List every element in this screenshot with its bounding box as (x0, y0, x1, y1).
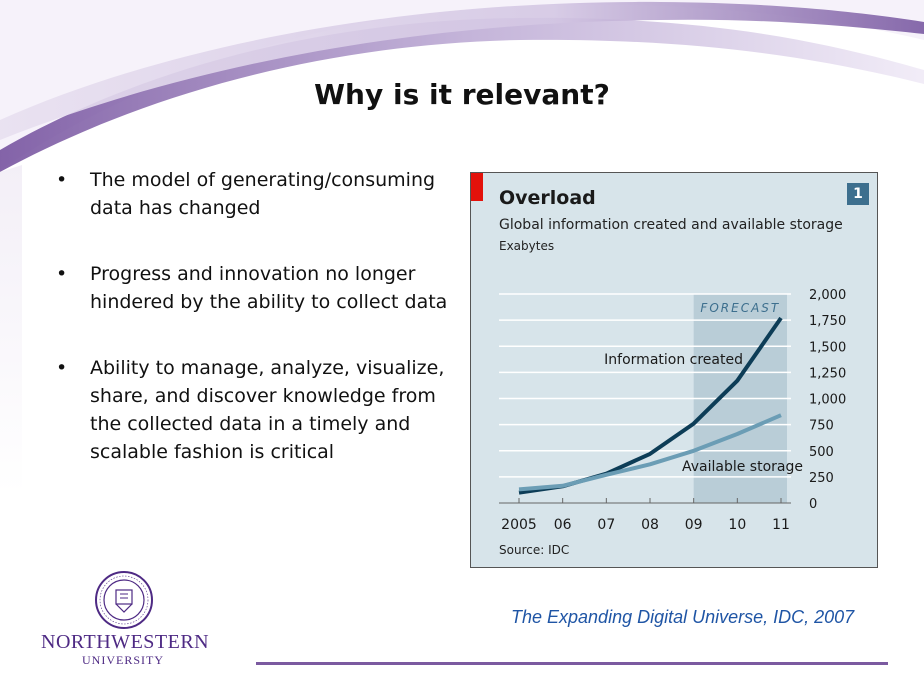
bullet-item: • Progress and innovation no longer hind… (52, 260, 452, 316)
header-swoosh-decoration (0, 0, 924, 495)
x-tick-label: 09 (685, 517, 703, 533)
bullet-glyph: • (56, 357, 68, 379)
y-tick-label: 250 (809, 471, 834, 486)
university-name: NORTHWESTERN (41, 631, 210, 653)
northwestern-seal-icon (95, 571, 153, 629)
y-tick-label: 1,500 (809, 340, 846, 355)
x-tick-label: 08 (641, 517, 659, 533)
source-caption: The Expanding Digital Universe, IDC, 200… (511, 607, 855, 627)
bullet-text: Ability to manage, analyze, visualize, s… (90, 357, 445, 463)
y-tick-label: 2,000 (809, 288, 846, 303)
chart-number-badge: 1 (847, 183, 869, 205)
x-tick-label: 10 (728, 517, 746, 533)
forecast-label: FORECAST (700, 301, 780, 315)
slide-title: Why is it relevant? (314, 78, 610, 111)
x-tick-label: 07 (597, 517, 615, 533)
y-tick-label: 1,750 (809, 314, 846, 329)
bullet-item: • Ability to manage, analyze, visualize,… (52, 354, 452, 466)
bullet-text: The model of generating/consuming data h… (90, 169, 436, 219)
series-label: Available storage (682, 459, 803, 475)
y-tick-label: 1,000 (809, 393, 846, 408)
bullet-text: Progress and innovation no longer hinder… (90, 263, 448, 313)
y-tick-label: 500 (809, 445, 834, 460)
y-tick-label: 1,250 (809, 366, 846, 381)
chart-source: Source: IDC (499, 543, 570, 557)
series-line-available-storage (518, 413, 782, 492)
chart-unit-label: Exabytes (499, 239, 555, 253)
x-tick-label: 06 (554, 517, 572, 533)
bullet-glyph: • (56, 169, 68, 191)
x-tick-label: 2005 (501, 517, 537, 533)
overload-chart: Overload Global information created and … (470, 172, 878, 568)
bullet-list: • The model of generating/consuming data… (52, 166, 452, 504)
bullet-item: • The model of generating/consuming data… (52, 166, 452, 222)
chart-plot: FORECAST 0 250 500 750 1,000 1,250 1,500 1,750 2,… (499, 288, 846, 533)
bullet-glyph: • (56, 263, 68, 285)
y-tick-label: 750 (809, 419, 834, 434)
chart-red-tag (471, 173, 483, 201)
y-tick-label: 0 (809, 497, 817, 512)
series-label: Information created (604, 352, 743, 368)
university-subtitle: UNIVERSITY (82, 653, 164, 667)
footer-divider (256, 662, 888, 665)
chart-title: Overload (499, 187, 596, 209)
x-tick-label: 11 (772, 517, 790, 533)
chart-subtitle: Global information created and available… (499, 217, 843, 233)
